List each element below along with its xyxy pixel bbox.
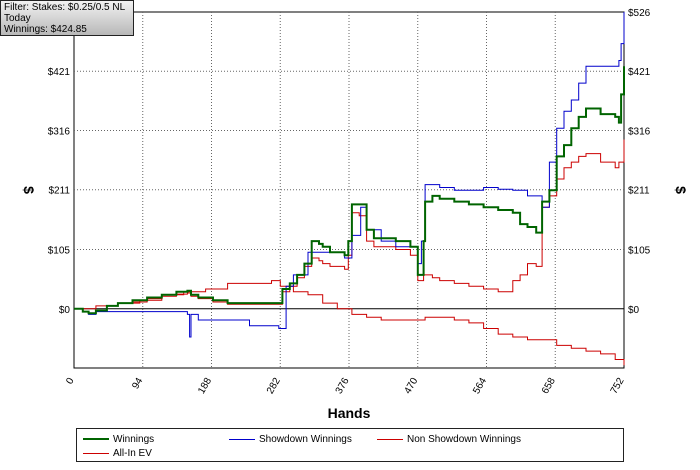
legend-item-non-showdown: Non Showdown Winnings (377, 433, 521, 445)
legend-label-allin-ev: All-In EV (113, 447, 152, 459)
x-tick-label: 376 (334, 376, 352, 396)
legend-swatch-showdown (229, 438, 255, 440)
legend-label-showdown: Showdown Winnings (259, 433, 352, 445)
legend-item-showdown: Showdown Winnings (229, 433, 352, 445)
y-axis-title-right: $ (673, 186, 689, 194)
y-tick-label-right: $316 (628, 126, 651, 137)
series-lines (74, 12, 625, 366)
x-tick-label: 0 (64, 376, 77, 387)
legend-item-winnings: Winnings (83, 433, 154, 445)
legend-swatch-non-showdown (377, 438, 403, 440)
y-axis-title-left: $ (21, 186, 37, 194)
y-tick-label-right: $211 (628, 186, 650, 197)
legend-swatch-allin-ev (83, 452, 109, 454)
series-showdown-line (74, 12, 625, 338)
period-label: Today (4, 13, 31, 24)
series-winnings-line (74, 66, 625, 315)
x-tick-label: 658 (540, 376, 558, 396)
x-tick-label: 94 (130, 376, 145, 392)
x-tick-label: 188 (196, 376, 214, 396)
y-tick-label-left: $316 (48, 126, 71, 137)
y-tick-label-right: $421 (628, 67, 651, 78)
x-tick-label: 282 (265, 376, 283, 396)
y-tick-label-right: $105 (628, 246, 651, 257)
y-tick-label-left: $0 (59, 305, 71, 316)
y-tick-label-left: $421 (48, 67, 71, 78)
legend-swatch-winnings (83, 438, 109, 440)
x-axis-title: Hands (328, 405, 371, 421)
y-tick-label-right: $0 (628, 305, 640, 316)
legend-label-winnings: Winnings (113, 433, 155, 445)
legend-item-allin-ev: All-In EV (83, 447, 152, 459)
y-tick-label-left: $211 (48, 186, 70, 197)
x-tick-label: 564 (471, 376, 489, 396)
x-tick-label: 752 (609, 376, 627, 396)
legend-label-non-showdown: Non Showdown Winnings (407, 433, 521, 445)
y-tick-label-right: $526 (628, 8, 651, 19)
x-tick-label: 470 (402, 376, 420, 396)
series-non-showdown-line (74, 280, 625, 366)
filter-label: Filter: Stakes: $0.25/0.5 NL (4, 2, 126, 13)
legend: Winnings Showdown Winnings Non Showdown … (76, 428, 624, 462)
y-tick-label-left: $105 (48, 246, 71, 257)
filter-info-box: Filter: Stakes: $0.25/0.5 NL Today Winni… (0, 0, 134, 36)
winnings-label: Winnings: $424.85 (4, 24, 87, 35)
